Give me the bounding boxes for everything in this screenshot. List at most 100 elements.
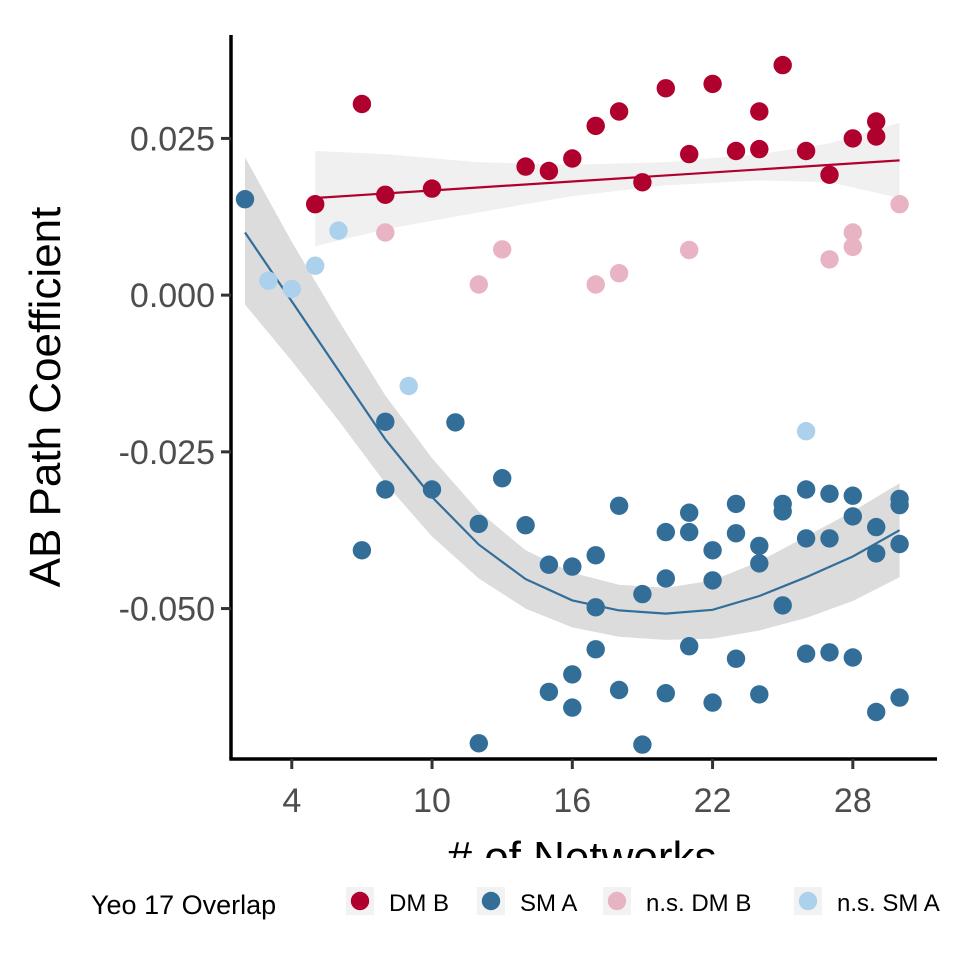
fit-line-dm-b [315,159,900,200]
point-sm-a [539,682,559,702]
point-sm-a [703,571,722,590]
point-n-s-dm-b [469,275,488,294]
point-dm-b [516,157,535,176]
point-sm-a [703,541,722,560]
point-sm-a [680,522,699,542]
point-sm-a [609,680,629,700]
point-sm-a [493,469,512,488]
legend-title: Yeo 17 Overlap [91,890,276,920]
point-sm-a [446,413,465,432]
point-n-s-dm-b [820,250,839,269]
legend-label-n-s-dm-b: n.s. DM B [646,890,751,917]
point-sm-a [586,598,605,617]
point-dm-b [867,112,886,131]
point-sm-a [843,648,862,667]
point-dm-b [539,161,559,181]
point-sm-a [376,480,395,499]
point-n-s-sm-a [282,279,301,299]
point-sm-a [586,546,605,565]
point-sm-a [820,643,839,662]
point-dm-b [586,116,605,136]
point-sm-a [867,702,886,722]
point-n-s-dm-b [586,275,605,294]
point-sm-a [352,541,372,560]
point-sm-a [539,555,559,574]
point-sm-a [750,554,769,573]
x-ticks: 4 10 16 22 28 [282,759,872,820]
point-sm-a [843,486,862,505]
point-sm-a [563,698,582,717]
x-tick-label: 4 [282,782,301,820]
point-sm-a [750,685,769,704]
point-n-s-dm-b [843,223,862,242]
point-sm-a [867,517,886,537]
point-sm-a [796,644,816,663]
point-sm-a [726,649,746,668]
point-sm-a [890,495,909,515]
point-sm-a [235,190,255,209]
point-dm-b [867,127,886,146]
point-dm-b [680,144,699,164]
axes [229,35,937,761]
point-sm-a [820,484,839,503]
point-sm-a [656,522,675,542]
point-sm-a [890,534,909,554]
point-sm-a [422,480,442,499]
x-tick-label: 28 [834,782,872,820]
y-tick-label: -0.050 [119,591,215,629]
point-dm-b [352,94,372,114]
x-tick-label: 22 [694,782,732,820]
point-dm-b [796,141,816,161]
point-n-s-dm-b [609,264,629,283]
x-tick-label: 10 [413,782,451,820]
point-sm-a [656,684,675,703]
point-sm-a [563,665,582,684]
point-dm-b [306,195,325,214]
point-sm-a [726,524,746,543]
x-tick-label: 16 [553,782,591,820]
legend-label-sm-a: SM A [520,890,577,917]
point-n-s-dm-b [843,237,862,257]
fit-line-sm-a [244,231,901,615]
point-n-s-sm-a [399,376,418,396]
band-dm-b [315,122,900,247]
point-sm-a [843,507,862,526]
point-sm-a [867,544,886,563]
point-dm-b [609,102,629,121]
point-dm-b [726,141,746,161]
point-sm-a [609,496,629,515]
point-sm-a [586,640,605,659]
point-sm-a [750,536,769,556]
point-dm-b [750,139,769,159]
point-n-s-dm-b [680,240,699,260]
band-sm-a [245,157,900,640]
point-n-s-sm-a [329,221,348,240]
point-n-s-dm-b [376,223,395,242]
point-dm-b [750,102,769,121]
point-sm-a [376,412,395,431]
y-ticks: 0.025 0.000 -0.025 -0.050 [119,120,231,629]
point-dm-b [422,179,442,198]
point-sm-a [680,503,699,522]
point-dm-b [656,79,675,98]
point-sm-a [820,529,839,548]
fit-lines [244,159,901,615]
point-dm-b [843,129,862,148]
y-tick-label: 0.025 [130,120,215,158]
legend-key-dm-b [350,891,370,911]
point-dm-b [773,55,792,75]
point-dm-b [563,149,582,168]
point-sm-a [726,494,746,514]
point-sm-a [633,584,652,604]
point-n-s-sm-a [259,271,278,290]
point-sm-a [703,693,722,712]
point-sm-a [890,688,909,707]
point-sm-a [516,516,535,535]
point-sm-a [773,502,792,521]
y-axis-title: AB Path Coefficient [21,207,70,588]
point-dm-b [703,74,722,94]
y-tick-label: -0.025 [119,434,215,472]
point-dm-b [820,165,839,184]
point-n-s-sm-a [306,256,325,275]
legend-key-sm-a [481,891,501,911]
